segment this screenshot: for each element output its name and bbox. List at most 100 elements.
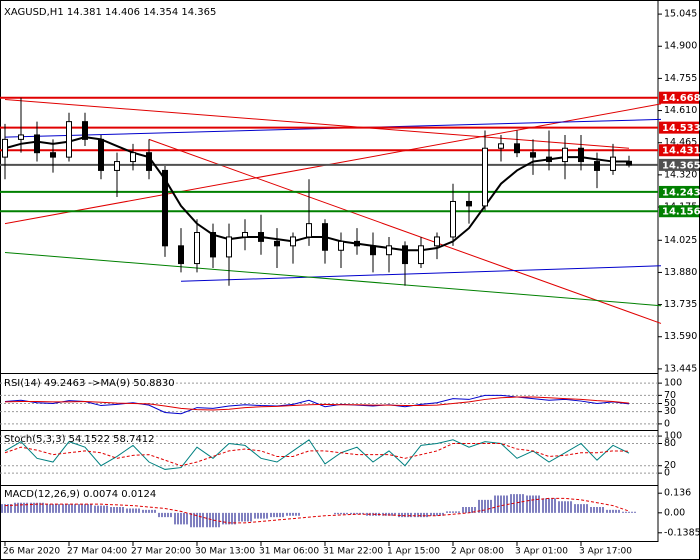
trend-line <box>4 251 662 307</box>
candle-body <box>418 245 424 265</box>
x-tick-label: 31 Mar 22:00 <box>323 547 383 557</box>
y-tick-label: 0 <box>664 468 670 479</box>
level-label: 14.533 <box>662 123 700 134</box>
x-tick-label: 3 Apr 17:00 <box>579 547 632 557</box>
y-tick-label: 13.445 <box>664 363 697 374</box>
y-tick-label: 80 <box>664 438 676 449</box>
candle-body <box>338 240 344 251</box>
indicator-line <box>4 396 630 411</box>
y-tick-label: 100 <box>664 431 682 442</box>
level-tag <box>659 185 699 198</box>
indicator-line <box>4 442 630 467</box>
candle-body <box>306 223 312 238</box>
candle-body <box>530 152 536 158</box>
candle-body <box>482 147 488 207</box>
candle-body <box>386 245 392 256</box>
y-tick-label: 70 <box>664 390 676 401</box>
x-tick-label: 1 Apr 15:00 <box>387 547 440 557</box>
trend-line <box>148 138 662 324</box>
trend-line <box>4 98 630 149</box>
candle-body <box>114 161 120 171</box>
candle-body <box>578 147 584 163</box>
y-tick-label: 13.880 <box>664 267 697 278</box>
candle-body <box>290 236 296 247</box>
candle-body <box>178 245 184 265</box>
y-tick-label: 0 <box>664 418 670 429</box>
indicator-line <box>4 394 630 415</box>
candle-body <box>34 134 40 154</box>
candle-body <box>18 134 24 140</box>
candle-body <box>610 156 616 171</box>
panel-title: MACD(12,26,9) 0.0074 0.0124 <box>4 489 156 500</box>
candle-body <box>450 200 456 238</box>
trend-line <box>180 265 662 282</box>
y-tick-label: 0.00 <box>664 507 685 518</box>
candle-body <box>146 152 152 171</box>
candle-body <box>594 161 600 171</box>
y-tick-label: -0.1385 <box>664 527 700 538</box>
x-tick-label: 30 Mar 13:00 <box>195 547 255 557</box>
candle-body <box>194 232 200 265</box>
x-tick-label: 2 Apr 08:00 <box>451 547 504 557</box>
candle-body <box>498 143 504 149</box>
level-label: 14.668 <box>662 93 700 104</box>
x-tick-label: 31 Mar 06:00 <box>259 547 319 557</box>
y-tick-label: 14.755 <box>664 73 697 84</box>
panel-title: RSI(14) 49.2463 ->MA(9) 50.8830 <box>4 378 175 389</box>
trend-line <box>4 103 662 225</box>
candle-body <box>466 200 472 207</box>
level-tag <box>659 121 699 134</box>
panel-title: Stoch(5,3,3) 54.1522 58.7412 <box>4 434 155 445</box>
candle-body <box>370 245 376 256</box>
y-tick-label: 14.025 <box>664 235 697 246</box>
level-tag <box>659 205 699 218</box>
panel-title: XAGUSD,H1 14.381 14.406 14.354 14.365 <box>4 7 216 18</box>
level-label: 14.156 <box>662 207 700 218</box>
y-tick-label: 100 <box>664 378 682 389</box>
candle-body <box>162 169 168 247</box>
candle-body <box>274 240 280 247</box>
candle-body <box>210 232 216 258</box>
level-label: 14.431 <box>662 146 700 157</box>
y-tick-label: 14.320 <box>664 169 697 180</box>
candle-body <box>50 152 56 158</box>
candle-body <box>514 143 520 154</box>
candle-body <box>434 236 440 247</box>
indicator-line <box>4 439 630 470</box>
level-label: 14.243 <box>662 187 700 198</box>
candle-body <box>226 236 232 258</box>
y-tick-label: 30 <box>664 406 676 417</box>
candle-body <box>2 138 8 158</box>
level-label: 14.365 <box>662 160 700 171</box>
candle-body <box>66 121 72 158</box>
candle-body <box>546 156 552 163</box>
x-tick-label: 3 Apr 01:00 <box>515 547 568 557</box>
y-tick-label: 14.610 <box>664 105 697 116</box>
y-tick-label: 50 <box>664 398 676 409</box>
level-tag <box>659 144 699 157</box>
candle-body <box>98 138 104 171</box>
level-tag <box>659 158 699 171</box>
y-tick-label: 20 <box>664 460 676 471</box>
y-tick-label: 14.900 <box>664 41 697 52</box>
candle-body <box>322 223 328 251</box>
moving-average <box>4 136 629 252</box>
candle-body <box>82 121 88 140</box>
y-tick-label: 13.735 <box>664 299 697 310</box>
candle-body <box>354 240 360 247</box>
candle-body <box>402 245 408 265</box>
x-tick-label: 27 Mar 04:00 <box>67 547 127 557</box>
candle-body <box>626 160 632 166</box>
candle-body <box>258 232 264 242</box>
candle-body <box>242 232 248 238</box>
x-tick-label: 27 Mar 20:00 <box>131 547 191 557</box>
y-tick-label: 13.590 <box>664 331 697 342</box>
x-tick-label: 26 Mar 2020 <box>3 547 60 557</box>
candle-body <box>562 147 568 163</box>
candle-body <box>130 152 136 163</box>
level-tag <box>659 91 699 104</box>
y-tick-label: 15.045 <box>664 9 697 20</box>
y-tick-label: 14.465 <box>664 137 697 148</box>
y-tick-label: 0.136 <box>664 488 691 499</box>
